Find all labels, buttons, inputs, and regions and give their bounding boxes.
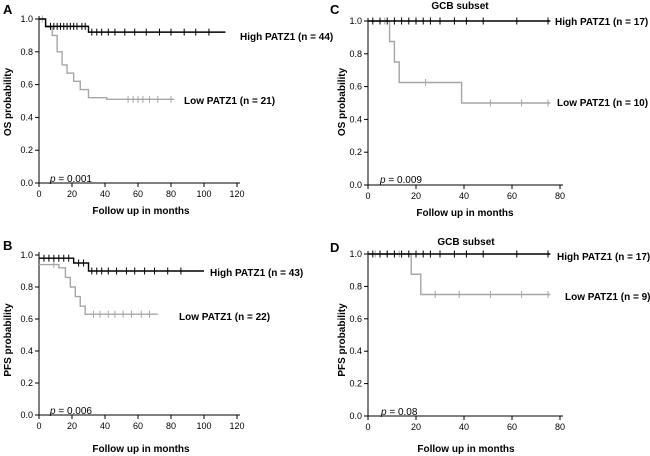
y-tick-label: 0.6 [20,314,33,324]
legend-high: High PATZ1 (n = 44) [240,32,333,43]
panel-c: C GCB subset OS probability Follow up in… [330,1,648,219]
panel-letter-b: B [3,238,12,253]
x-tick-label: 120 [229,189,244,199]
y-tick-label: 1.0 [20,14,33,24]
y-axis-title: OS probability [3,67,14,136]
x-tick-label: 20 [411,422,421,432]
legend-high: High PATZ1 (n = 17) [557,252,650,263]
panel-subtitle: GCB subset [437,237,495,248]
panel-letter-c: C [330,2,340,17]
km-curve-low [39,18,175,101]
x-tick-label: 80 [166,421,176,431]
y-tick-label: 0.0 [20,410,33,420]
y-tick-label: 0.4 [20,346,33,356]
x-tick-label: 0 [36,189,41,199]
y-tick-label: 0.6 [349,314,362,324]
x-tick-label: 120 [229,421,244,431]
y-tick-label: 0.0 [349,411,362,421]
y-tick-label: 0.8 [349,281,362,291]
y-axis-title: PFS probability [3,303,14,377]
x-tick-label: 20 [67,189,77,199]
y-tick-label: 1.0 [349,249,362,259]
y-tick-label: 0.0 [20,178,33,188]
km-curve-high [39,257,204,272]
x-tick-label: 40 [459,422,469,432]
panel-letter-a: A [3,2,13,17]
y-tick-label: 0.4 [20,112,33,122]
y-tick-label: 1.0 [20,250,33,260]
y-tick-label: 0.0 [349,180,362,190]
x-tick-label: 0 [36,421,41,431]
legend-low: Low PATZ1 (n = 9) [565,292,650,303]
x-tick-label: 80 [166,189,176,199]
p-value-text: = 0.009 [388,175,422,186]
legend-high: High PATZ1 (n = 17) [555,17,648,28]
x-tick-label: 20 [411,191,421,201]
y-tick-label: 0.4 [349,346,362,356]
x-tick-label: 0 [365,191,370,201]
x-axis-title: Follow up in months [416,208,514,219]
x-tick-label: 40 [459,191,469,201]
panel-b: B PFS probability Follow up in months Hi… [3,238,303,455]
x-tick-label: 40 [100,421,110,431]
y-tick-label: 0.4 [349,114,362,124]
y-tick-label: 0.2 [20,145,33,155]
legend-high: High PATZ1 (n = 43) [210,268,303,279]
x-tick-label: 60 [507,422,517,432]
x-tick-label: 100 [196,189,211,199]
y-tick-label: 0.6 [349,82,362,92]
y-tick-label: 0.2 [349,379,362,389]
x-tick-label: 80 [555,191,565,201]
p-value-text: = 0.08 [389,407,418,418]
x-axis-title: Follow up in months [417,444,515,455]
x-tick-label: 60 [507,191,517,201]
x-tick-label: 0 [365,422,370,432]
x-tick-label: 60 [133,421,143,431]
x-tick-label: 100 [196,421,211,431]
legend-low: Low PATZ1 (n = 10) [557,98,648,109]
x-axis-title: Follow up in months [92,206,190,217]
x-tick-label: 80 [555,422,565,432]
y-tick-label: 0.8 [349,49,362,59]
y-tick-label: 0.2 [349,147,362,157]
y-tick-label: 0.8 [20,282,33,292]
p-value: p = 0.009 [379,175,422,186]
y-axis-title: OS probability [337,67,348,136]
y-tick-label: 0.6 [20,80,33,90]
x-tick-label: 20 [67,421,77,431]
p-value-text: = 0.006 [58,406,92,417]
p-value: p = 0.08 [380,407,418,418]
p-value: p = 0.001 [49,174,92,185]
p-value: p = 0.006 [49,406,92,417]
y-tick-label: 0.2 [20,378,33,388]
km-curve-low [39,263,158,315]
x-tick-label: 40 [100,189,110,199]
panel-letter-d: D [330,240,339,255]
km-curve-low [368,253,551,296]
y-tick-label: 1.0 [349,16,362,26]
legend-low: Low PATZ1 (n = 22) [179,312,270,323]
y-tick-label: 0.8 [20,47,33,57]
x-axis-title: Follow up in months [92,444,190,455]
panel-subtitle: GCB subset [431,1,489,12]
p-value-text: = 0.001 [58,174,92,185]
y-axis-title: PFS probability [337,303,348,377]
x-tick-label: 60 [133,189,143,199]
legend-low: Low PATZ1 (n = 21) [184,96,275,107]
panel-d: D GCB subset PFS probability Follow up i… [330,237,650,455]
km-curve-low [368,20,551,104]
panel-a: A OS probability Follow up in months Hig… [3,2,333,217]
